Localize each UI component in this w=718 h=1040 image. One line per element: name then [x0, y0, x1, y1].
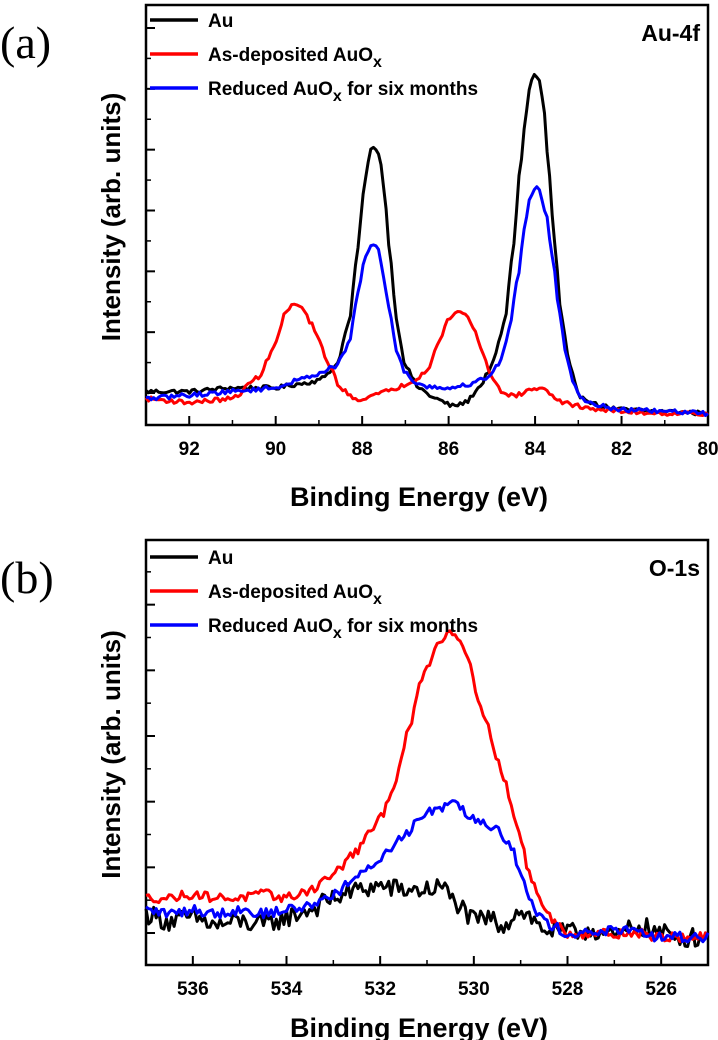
series-line-as-deposited	[144, 302, 709, 417]
corner-label: Au-4f	[641, 20, 700, 46]
panel-a: 92 90 88 86 84 82 80 Au As-deposited AuOx Reduced…	[0, 3, 718, 512]
x-tick-label: 84	[525, 439, 547, 460]
legend-label: Reduced AuOx for six months	[208, 79, 478, 105]
x-tick-label: 536	[177, 979, 209, 1000]
x-tick-label: 534	[271, 979, 303, 1000]
plot-frame	[144, 3, 710, 427]
x-tick-label: 92	[179, 439, 200, 460]
series-line-au	[144, 878, 709, 948]
x-tick-label: 526	[645, 979, 677, 1000]
panel-tag: (b)	[0, 552, 54, 603]
x-axis-label: Binding Energy (eV)	[290, 1013, 548, 1040]
x-tick-label: 80	[697, 439, 718, 460]
panel-b: 536 534 532 530 528 526 Au As-deposited AuOx Red…	[0, 538, 710, 1040]
series-line-as-deposited	[145, 629, 709, 944]
x-tick-label: 82	[611, 439, 632, 460]
series-line-reduced	[145, 799, 710, 944]
series-line-au	[145, 73, 709, 417]
panel-tag: (a)	[0, 17, 51, 68]
x-tick-label: 528	[552, 979, 584, 1000]
x-axis-label: Binding Energy (eV)	[290, 482, 548, 512]
y-axis-label: Intensity (arb. units)	[96, 93, 126, 341]
corner-label: O-1s	[649, 555, 700, 581]
x-tick-label: 90	[265, 439, 286, 460]
y-axis-label: Intensity (arb. units)	[96, 630, 126, 878]
x-tick-label: 530	[458, 979, 490, 1000]
legend-label: Au	[208, 548, 233, 569]
x-tick-label: 86	[438, 439, 459, 460]
legend-label: Au	[208, 11, 233, 32]
legend-label: Reduced AuOx for six months	[208, 616, 478, 642]
x-tick-label: 88	[352, 439, 373, 460]
series-line-reduced	[145, 185, 709, 417]
x-tick-label: 532	[364, 979, 396, 1000]
legend-label: As-deposited AuOx	[208, 45, 382, 71]
legend-label: As-deposited AuOx	[208, 582, 382, 608]
